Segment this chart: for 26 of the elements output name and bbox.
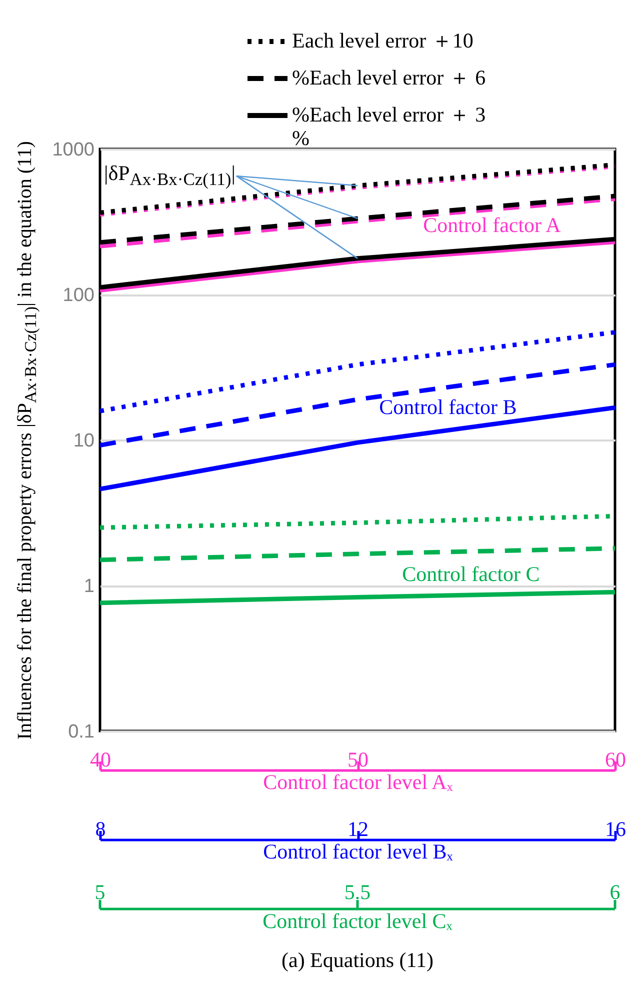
text: Control factor level Cₓ	[262, 909, 452, 933]
y-tick-label: 1	[84, 576, 94, 597]
annotation: Control factor C	[402, 562, 540, 586]
x2-tick-label: 16	[605, 817, 626, 841]
x-axis-title: Control factor level Aₓ	[263, 770, 454, 794]
text: %	[292, 126, 310, 150]
annotation: |δP$_{Ax·Bx·Cz(11)}$|	[104, 161, 236, 190]
text: 5	[94, 880, 106, 904]
legend-label: %Each level error ＋ 3	[292, 102, 486, 126]
y-tick-label: 100	[62, 285, 94, 306]
x-tick-label: 40	[90, 748, 111, 772]
y-tick-label: 10	[73, 430, 94, 452]
x-tick-label: 60	[605, 748, 626, 772]
y-tick-label: 1000	[52, 140, 94, 160]
x-tick-label: 50	[348, 748, 368, 772]
text: 6	[610, 880, 620, 904]
annotation: Control factor A	[423, 212, 561, 236]
annotation: Control factor B	[379, 394, 517, 418]
text: (a) Equations (11)	[281, 948, 434, 972]
x2-tick-label: 12	[348, 817, 368, 841]
legend-label: %Each level error ＋ 6	[292, 66, 486, 90]
x2-axis-title: Control factor level Bₓ	[263, 839, 454, 864]
x2-tick-label: 8	[95, 817, 106, 841]
y-tick-label: 0.1	[68, 722, 94, 742]
text: 5.5	[344, 880, 371, 904]
legend-label: Each level error ＋10	[292, 28, 474, 52]
